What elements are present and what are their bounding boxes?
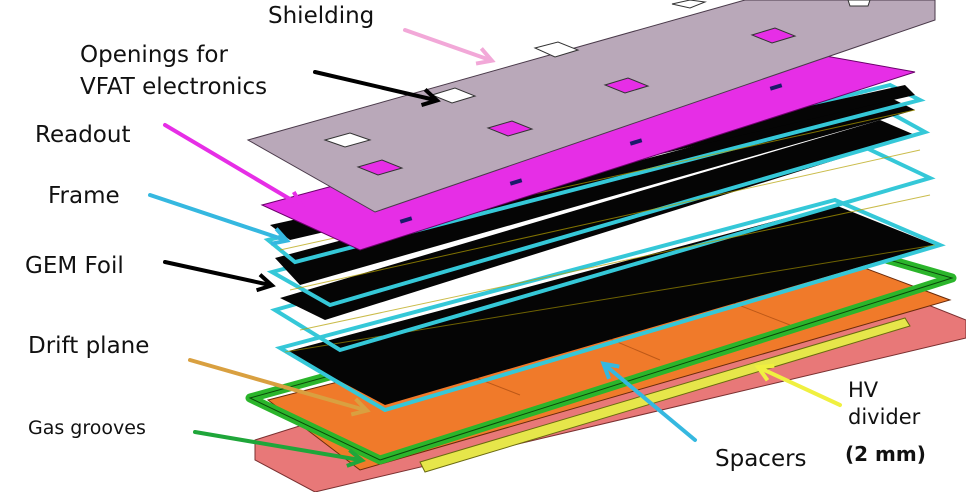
label-gem-foil: GEM Foil xyxy=(25,253,124,279)
hv-divider-arrow xyxy=(754,363,842,407)
spacers-arrow xyxy=(600,361,697,442)
label-gas-grooves: Gas grooves xyxy=(28,417,146,439)
shielding-plate xyxy=(246,0,936,213)
label-hv-line2: divider xyxy=(848,405,921,429)
gem-stack xyxy=(263,82,946,413)
label-spacers: Spacers xyxy=(715,446,807,472)
label-readout: Readout xyxy=(35,122,131,148)
drift-plane-arrow xyxy=(188,358,371,417)
hv-divider-strip xyxy=(419,317,911,473)
label-frame: Frame xyxy=(48,183,120,209)
label-openings-line2: VFAT electronics xyxy=(80,74,268,100)
label-drift-plane: Drift plane xyxy=(28,333,150,359)
label-hv-line1: HV xyxy=(848,378,879,402)
label-shielding: Shielding xyxy=(268,3,375,29)
shielding-arrow xyxy=(403,28,496,66)
readout-arrow xyxy=(163,123,306,209)
gas-grooves-arrow xyxy=(193,430,366,468)
label-openings-line1: Openings for xyxy=(80,42,228,68)
frame-arrow xyxy=(148,193,291,246)
vfat-openings xyxy=(323,0,871,176)
openings-arrow xyxy=(313,70,441,107)
label-spacers-size: (2 mm) xyxy=(845,442,926,466)
gem-foil-arrow xyxy=(163,260,276,293)
